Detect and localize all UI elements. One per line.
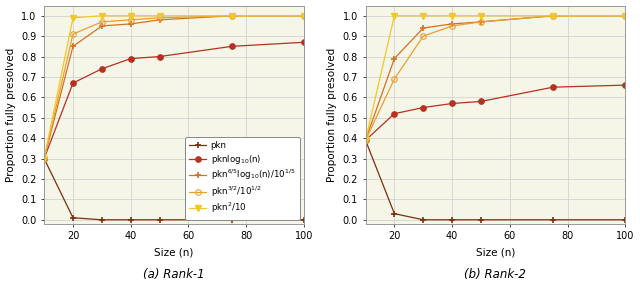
X-axis label: Size (n): Size (n) bbox=[476, 247, 515, 257]
X-axis label: Size (n): Size (n) bbox=[154, 247, 194, 257]
Y-axis label: Proportion fully presolved: Proportion fully presolved bbox=[327, 48, 337, 182]
Y-axis label: Proportion fully presolved: Proportion fully presolved bbox=[6, 48, 15, 182]
Legend: pkn, pknlog$_{10}$(n), pkn$^{6/5}$log$_{10}$(n)/10$^{1/5}$, pkn$^{3/2}$/10$^{1/2: pkn, pknlog$_{10}$(n), pkn$^{6/5}$log$_{… bbox=[185, 137, 300, 220]
Text: (b) Rank-2: (b) Rank-2 bbox=[465, 268, 526, 281]
Text: (a) Rank-1: (a) Rank-1 bbox=[143, 268, 205, 281]
